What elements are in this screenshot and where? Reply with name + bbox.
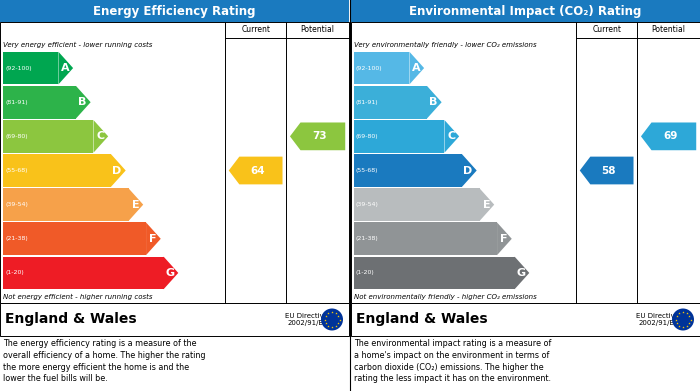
Polygon shape — [164, 256, 178, 289]
Bar — [354, 256, 514, 289]
Text: Current: Current — [592, 25, 621, 34]
Bar — [351, 22, 700, 303]
Text: (39-54): (39-54) — [356, 202, 379, 207]
Polygon shape — [580, 157, 634, 185]
Text: The energy efficiency rating is a measure of the
overall efficiency of a home. T: The energy efficiency rating is a measur… — [3, 339, 206, 384]
Polygon shape — [76, 86, 90, 118]
Polygon shape — [146, 222, 161, 255]
Polygon shape — [94, 120, 108, 152]
Text: (21-38): (21-38) — [356, 236, 379, 241]
Text: Environmental Impact (CO₂) Rating: Environmental Impact (CO₂) Rating — [410, 5, 642, 18]
Polygon shape — [111, 154, 126, 187]
Circle shape — [672, 308, 694, 330]
Polygon shape — [427, 86, 442, 118]
Polygon shape — [497, 222, 512, 255]
Text: (55-68): (55-68) — [5, 168, 27, 173]
Text: 58: 58 — [601, 165, 615, 176]
Bar — [0, 22, 349, 303]
Text: E: E — [482, 200, 490, 210]
Bar — [3, 188, 129, 221]
Text: C: C — [96, 131, 104, 142]
Circle shape — [321, 308, 343, 330]
Bar — [354, 222, 497, 255]
Polygon shape — [641, 122, 696, 150]
Text: (92-100): (92-100) — [5, 66, 32, 70]
Text: (69-80): (69-80) — [5, 134, 27, 139]
Text: Very environmentally friendly - lower CO₂ emissions: Very environmentally friendly - lower CO… — [354, 41, 537, 48]
Text: (81-91): (81-91) — [5, 100, 27, 105]
Text: G: G — [516, 268, 525, 278]
Text: (39-54): (39-54) — [5, 202, 28, 207]
Text: A: A — [60, 63, 69, 73]
Bar — [3, 154, 111, 187]
Bar — [351, 0, 700, 22]
Bar — [3, 256, 164, 289]
Bar — [354, 154, 462, 187]
Bar — [3, 86, 76, 118]
Text: EU Directive
2002/91/EC: EU Directive 2002/91/EC — [636, 313, 679, 326]
Text: (21-38): (21-38) — [5, 236, 28, 241]
Bar — [3, 222, 146, 255]
Text: B: B — [429, 97, 438, 107]
Text: 64: 64 — [250, 165, 265, 176]
Text: England & Wales: England & Wales — [5, 312, 136, 326]
Text: F: F — [149, 234, 157, 244]
Text: E: E — [132, 200, 139, 210]
Text: Very energy efficient - lower running costs: Very energy efficient - lower running co… — [3, 41, 153, 48]
Bar — [351, 303, 700, 336]
Polygon shape — [58, 52, 73, 84]
Bar — [0, 0, 349, 22]
Text: 73: 73 — [312, 131, 326, 142]
Text: (1-20): (1-20) — [5, 271, 24, 275]
Text: Not environmentally friendly - higher CO₂ emissions: Not environmentally friendly - higher CO… — [354, 293, 537, 300]
Polygon shape — [229, 157, 283, 185]
Bar — [3, 120, 94, 152]
Text: (1-20): (1-20) — [356, 271, 374, 275]
Bar — [3, 52, 58, 84]
Text: (92-100): (92-100) — [356, 66, 383, 70]
Text: 69: 69 — [663, 131, 678, 142]
Text: A: A — [412, 63, 420, 73]
Polygon shape — [444, 120, 459, 152]
Text: (81-91): (81-91) — [356, 100, 379, 105]
Bar — [354, 86, 427, 118]
Text: C: C — [447, 131, 455, 142]
Bar — [354, 52, 409, 84]
Polygon shape — [462, 154, 477, 187]
Bar — [0, 303, 349, 336]
Text: Current: Current — [241, 25, 270, 34]
Polygon shape — [514, 256, 529, 289]
Text: Potential: Potential — [652, 25, 685, 34]
Bar — [354, 120, 444, 152]
Text: G: G — [165, 268, 174, 278]
Polygon shape — [290, 122, 345, 150]
Polygon shape — [410, 52, 424, 84]
Text: Potential: Potential — [300, 25, 335, 34]
Text: Not energy efficient - higher running costs: Not energy efficient - higher running co… — [3, 293, 153, 300]
Bar — [354, 188, 480, 221]
Text: (69-80): (69-80) — [356, 134, 379, 139]
Text: D: D — [113, 165, 122, 176]
Text: Energy Efficiency Rating: Energy Efficiency Rating — [93, 5, 256, 18]
Text: EU Directive
2002/91/EC: EU Directive 2002/91/EC — [285, 313, 328, 326]
Polygon shape — [129, 188, 144, 221]
Text: B: B — [78, 97, 87, 107]
Polygon shape — [480, 188, 494, 221]
Text: The environmental impact rating is a measure of
a home's impact on the environme: The environmental impact rating is a mea… — [354, 339, 552, 384]
Text: F: F — [500, 234, 508, 244]
Text: (55-68): (55-68) — [356, 168, 379, 173]
Text: D: D — [463, 165, 473, 176]
Text: England & Wales: England & Wales — [356, 312, 488, 326]
